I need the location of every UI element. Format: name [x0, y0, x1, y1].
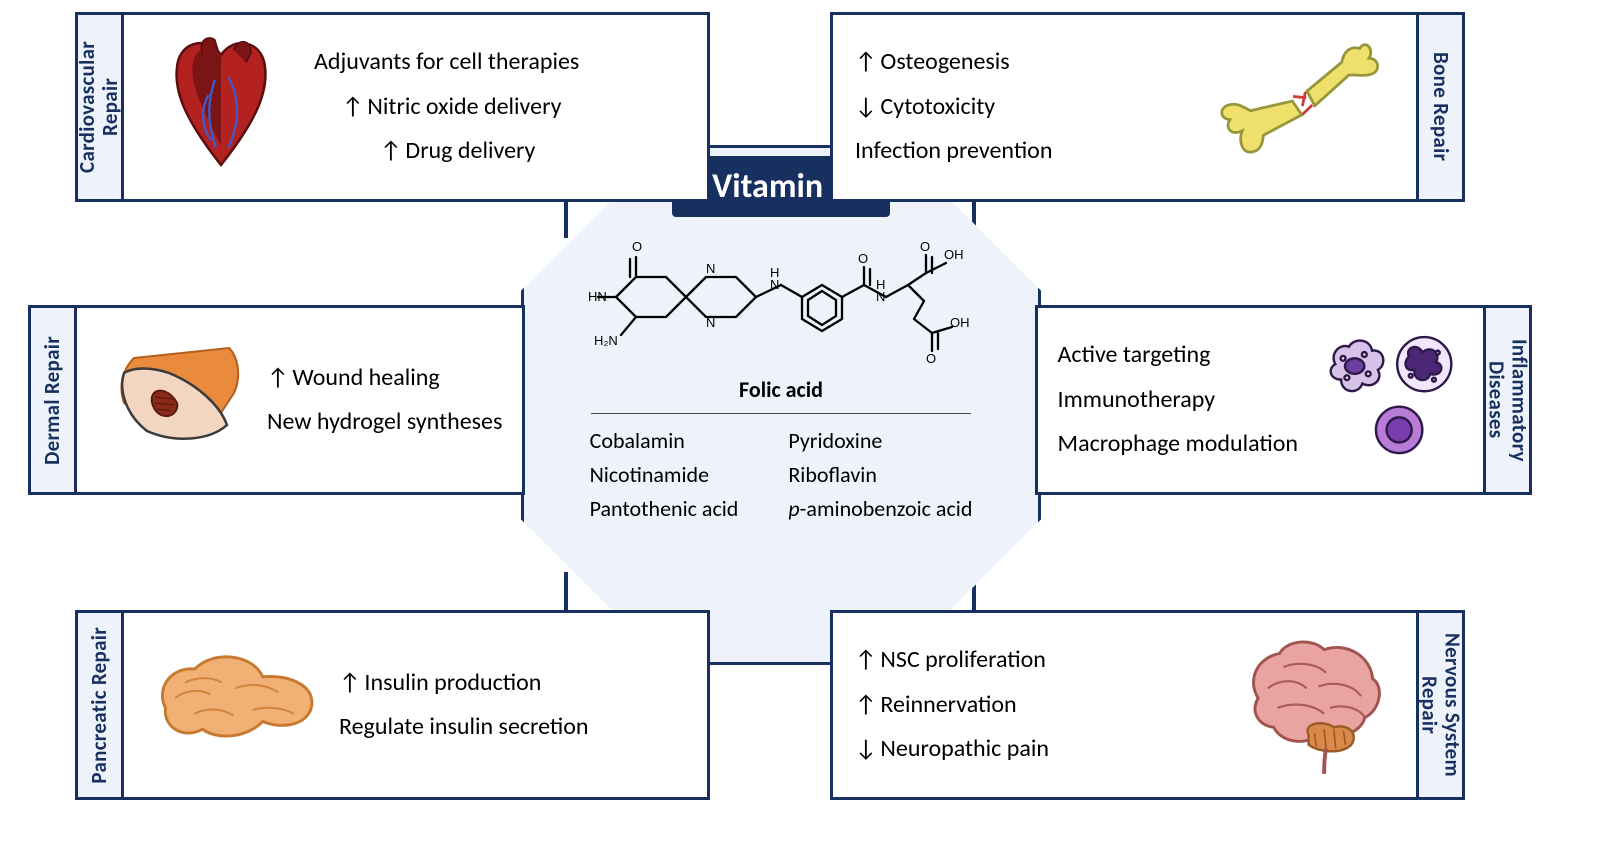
svg-text:N: N [706, 261, 715, 276]
side-label: CardiovascularRepair [78, 15, 124, 199]
bullet-line: New hydrogel syntheses [267, 400, 502, 444]
dermal-lines: ↑ Wound healingNew hydrogel syntheses [267, 356, 502, 445]
vb-item: Pantothenic acid [590, 492, 739, 526]
bullet-line: ↑ Insulin production [339, 661, 685, 705]
bullet-line: Infection prevention [855, 129, 1191, 173]
bullet-line: ↑ Osteogenesis [855, 40, 1191, 84]
side-label-text: CardiovascularRepair [76, 41, 122, 173]
node-inflammatory-diseases: InflammatoryDiseases Active targetingImm… [1035, 305, 1532, 495]
svg-text:OH: OH [950, 315, 970, 330]
node-dermal-repair: Dermal Repair ↑ Wound healingNew hydroge… [28, 305, 525, 495]
side-label-text: Dermal Repair [41, 336, 64, 465]
side-label: InflammatoryDiseases [1483, 308, 1529, 492]
brain-icon [1229, 628, 1394, 783]
svg-text:O: O [926, 351, 936, 366]
vb-item: Nicotinamide [590, 458, 739, 492]
nervous-lines: ↑ NSC proliferation↑ Reinnervation↓ Neur… [855, 638, 1211, 771]
bullet-line: ↑ Drug delivery [314, 129, 685, 173]
bullet-line: Adjuvants for cell therapies [314, 40, 685, 84]
side-label: Nervous SystemRepair [1416, 613, 1462, 797]
svg-text:OH: OH [944, 247, 964, 262]
folic-acid-structure-icon: O HN H₂N N N H N H N O O OH O OH [586, 227, 976, 382]
bullet-line: ↑ NSC proliferation [855, 638, 1211, 682]
bullet-line: Immunotherapy [1058, 378, 1298, 422]
bullet-line: ↑ Wound healing [267, 356, 502, 400]
svg-text:N: N [876, 289, 885, 304]
side-label: Bone Repair [1416, 15, 1462, 199]
side-label: Pancreatic Repair [78, 613, 124, 797]
node-bone-repair: Bone Repair ↑ Osteogenesis↓ Cytotoxicity… [830, 12, 1465, 202]
bullet-line: ↓ Neuropathic pain [855, 727, 1211, 771]
side-label-text: Nervous SystemRepair [1417, 633, 1463, 777]
svg-text:N: N [706, 315, 715, 330]
vb-item: Pyridoxine [788, 424, 972, 458]
vb-item: Riboflavin [788, 458, 972, 492]
bullet-line: Regulate insulin secretion [339, 705, 685, 749]
skin-wound-icon [99, 333, 249, 468]
bone-lines: ↑ Osteogenesis↓ CytotoxicityInfection pr… [855, 40, 1191, 173]
vb-item: p-aminobenzoic acid [788, 492, 972, 526]
molecule-caption: Folic acid [739, 376, 823, 403]
vb-item: Cobalamin [590, 424, 739, 458]
vitamin-b-list: Cobalamin Nicotinamide Pantothenic acid … [590, 424, 973, 526]
side-label-text: InflammatoryDiseases [1484, 339, 1530, 462]
node-cardiovascular-repair: CardiovascularRepair [75, 12, 710, 202]
bullet-line: Macrophage modulation [1058, 422, 1298, 466]
pancreas-icon [146, 638, 321, 773]
connector [564, 202, 568, 238]
side-label: Dermal Repair [31, 308, 77, 492]
connector [564, 572, 568, 610]
bullet-line: ↓ Cytotoxicity [855, 85, 1191, 129]
svg-text:N: N [770, 277, 779, 292]
node-nervous-system-repair: Nervous SystemRepair ↑ NSC proliferation… [830, 610, 1465, 800]
bullet-line: Active targeting [1058, 333, 1298, 377]
immune-cells-icon [1316, 323, 1461, 478]
svg-text:H₂N: H₂N [594, 333, 618, 348]
bullet-line: ↑ Reinnervation [855, 683, 1211, 727]
heart-icon [146, 30, 296, 185]
svg-text:O: O [632, 239, 642, 254]
pancreas-lines: ↑ Insulin productionRegulate insulin sec… [339, 661, 685, 750]
svg-text:O: O [858, 251, 868, 266]
svg-text:O: O [920, 239, 930, 254]
side-label-text: Bone Repair [1429, 52, 1452, 161]
center-divider [591, 413, 971, 414]
bone-icon [1209, 37, 1394, 177]
bullet-line: ↑ Nitric oxide delivery [314, 85, 685, 129]
svg-text:HN: HN [588, 289, 607, 304]
center-panel: Vitamin B [521, 145, 1041, 665]
side-label-text: Pancreatic Repair [88, 627, 111, 784]
cardio-lines: Adjuvants for cell therapies↑ Nitric oxi… [314, 40, 685, 173]
inflamm-lines: Active targetingImmunotherapyMacrophage … [1058, 333, 1298, 466]
node-pancreatic-repair: Pancreatic Repair ↑ Insulin productionRe… [75, 610, 710, 800]
